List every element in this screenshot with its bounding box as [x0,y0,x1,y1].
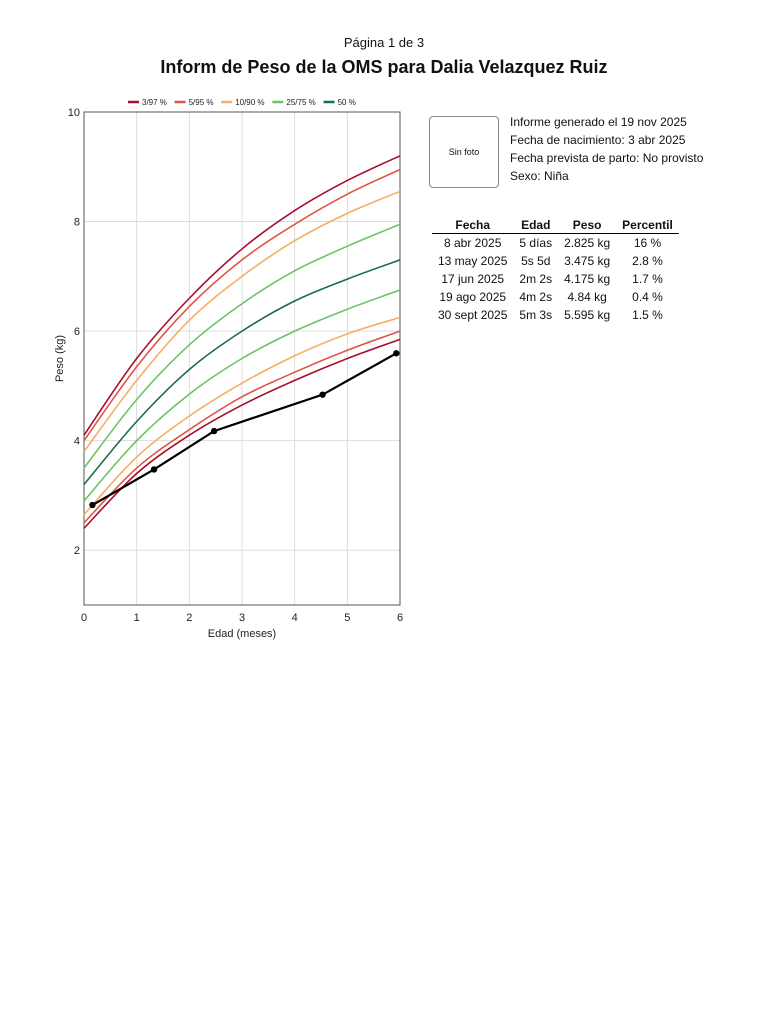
y-tick-label: 4 [74,436,80,448]
cell-percentile: 16 % [633,236,662,250]
y-tick-label: 10 [68,107,80,119]
percentile-curve [83,259,401,486]
table-row: 19 ago 2025 4m 2s 4.84 kg 0.4 % [432,288,679,306]
cell-date: 13 may 2025 [438,254,508,268]
cell-date: 8 abr 2025 [444,236,502,250]
percentile-curve [83,223,401,469]
x-tick-label: 3 [239,612,245,624]
table-row: 8 abr 2025 5 días 2.825 kg 16 % [432,234,679,253]
measurement-point [210,427,218,435]
x-axis-label: Edad (meses) [208,628,276,640]
measurement-point [150,466,158,473]
y-axis-label: Peso (kg) [54,335,66,382]
cell-age: 2m 2s [519,272,553,286]
percentile-curve [83,338,401,529]
percentile-curve [83,289,401,502]
cell-age: 4m 2s [519,290,553,304]
percentile-curve [83,330,401,524]
legend-label: 5/95 % [189,98,214,107]
cell-percentile: 1.7 % [632,272,663,286]
report-generated-date: Informe generado el 19 nov 2025 [510,115,687,129]
cell-date: 19 ago 2025 [439,290,507,304]
cell-age: 5 días [519,236,553,250]
cell-weight: 3.475 kg [564,254,611,268]
cell-percentile: 0.4 % [632,290,663,304]
report-title: Inform de Peso de la OMS para Dalia Vela… [160,57,608,77]
cell-date: 17 jun 2025 [441,272,505,286]
measurement-point [393,350,400,357]
cell-age: 5s 5d [521,254,551,268]
percentile-curve [83,190,401,453]
legend-label: 3/97 % [142,98,167,107]
cell-weight: 4.175 kg [564,272,611,286]
cell-percentile: 2.8 % [632,254,663,268]
cell-age: 5m 3s [519,308,553,322]
cell-weight: 2.825 kg [564,236,611,250]
x-tick-label: 4 [292,612,298,624]
x-tick-label: 5 [344,612,350,624]
photo-placeholder: Sin foto [429,116,499,188]
table-header-row: Fecha Edad Peso Percentil [432,218,679,234]
page-number: Página 1 de 3 [343,35,425,50]
table-row: 30 sept 2025 5m 3s 5.595 kg 1.5 % [432,306,679,324]
header-age: Edad [513,218,559,234]
weight-chart: 0 1 2 3 4 5 6 2 4 6 8 10 Edad (meses) Peso (kg) 3/97 %… [54,98,403,640]
photo-placeholder-label: Sin foto [448,147,480,157]
legend-label: 50 % [338,98,356,107]
x-tick-label: 6 [397,612,403,624]
cell-date: 30 sept 2025 [438,308,508,322]
measurements-table: Fecha Edad Peso Percentil 8 abr 2025 5 d… [432,218,679,324]
percentile-curve [83,316,401,516]
plot-frame [83,111,401,606]
y-tick-label: 2 [74,545,80,557]
y-tick-label: 8 [74,217,80,229]
percentile-curve [83,155,401,436]
patient-info: Informe generado el 19 nov 2025 Fecha de… [510,113,703,185]
cell-weight: 4.84 kg [567,290,607,304]
header-weight: Peso [558,218,617,234]
measurement-point [89,501,96,509]
x-tick-label: 0 [81,612,87,624]
birth-date: Fecha de nacimiento: 3 abr 2025 [510,133,686,147]
x-tick-label: 2 [186,612,192,624]
x-tick-label: 1 [134,612,140,624]
table-row: 13 may 2025 5s 5d 3.475 kg 2.8 % [432,252,679,270]
measured-weight-line [91,352,397,506]
y-tick-label: 6 [74,326,80,338]
legend-label: 25/75 % [286,98,315,107]
header-date: Fecha [432,218,514,234]
cell-percentile: 1.5 % [632,308,663,322]
percentile-curve [83,168,401,442]
cell-weight: 5.595 kg [564,308,611,322]
header-percentile: Percentil [616,218,679,234]
sex: Sexo: Niña [510,169,569,183]
legend-label: 10/90 % [235,98,264,107]
table-row: 17 jun 2025 2m 2s 4.175 kg 1.7 % [432,270,679,288]
due-date: Fecha prevista de parto: No provisto [510,151,704,165]
measurement-point [319,391,326,398]
